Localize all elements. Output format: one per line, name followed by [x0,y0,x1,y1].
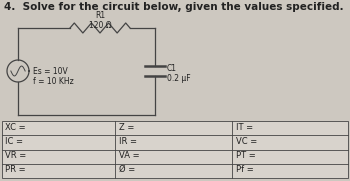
Text: PR =: PR = [5,165,26,174]
Text: VR =: VR = [5,151,26,160]
Text: VC =: VC = [236,137,257,146]
Bar [2,121,348,178]
Text: Es = 10V
f = 10 KHz: Es = 10V f = 10 KHz [33,67,74,86]
Text: IC =: IC = [5,137,23,146]
Text: IR =: IR = [119,137,137,146]
Text: VA =: VA = [119,151,140,160]
Text: Z =: Z = [119,123,134,132]
Text: 4.  Solve for the circuit below, given the values specified.: 4. Solve for the circuit below, given th… [4,2,344,12]
Text: PT =: PT = [236,151,256,160]
Text: Pf =: Pf = [236,165,254,174]
Text: XC =: XC = [5,123,26,132]
Text: R1
120 Ω: R1 120 Ω [89,11,111,30]
Text: Ø =: Ø = [119,165,135,174]
Text: IT =: IT = [236,123,253,132]
Text: C1
0.2 μF: C1 0.2 μF [167,64,191,83]
